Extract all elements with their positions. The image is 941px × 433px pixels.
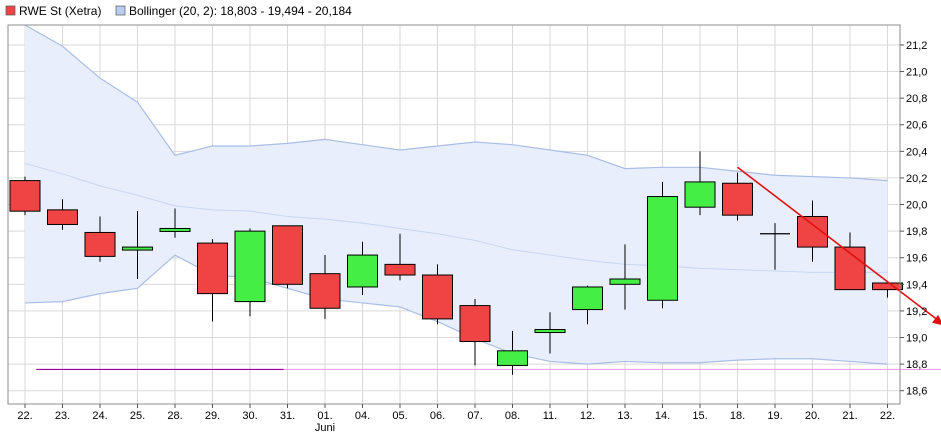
bollinger-band bbox=[24, 24, 888, 365]
trend-arrow bbox=[737, 166, 941, 325]
x-tick-label: 31. bbox=[280, 410, 295, 422]
candle-body bbox=[684, 181, 716, 208]
x-tick-label: 24. bbox=[92, 410, 107, 422]
candle-body bbox=[834, 246, 866, 291]
y-tick-label: 18,8 bbox=[906, 359, 927, 371]
y-tick-label: 18,6 bbox=[906, 386, 927, 398]
candle-body bbox=[534, 329, 566, 334]
candle-body bbox=[872, 282, 903, 291]
candle-body bbox=[197, 242, 228, 295]
bollinger-middle-line bbox=[24, 162, 888, 273]
y-tick-label: 19,6 bbox=[906, 253, 927, 265]
x-tick-label: 22. bbox=[17, 410, 32, 422]
x-tick-label: 19. bbox=[767, 410, 782, 422]
axes: 18,6 18,8 19,0 19,2 19,4 19,6 19,8 20,0 20,2 20,4… bbox=[7, 24, 927, 433]
candle-body bbox=[47, 209, 78, 225]
candle-body bbox=[159, 227, 191, 232]
legend-label: Bollinger (20, 2): 18,803 - 19,494 - 20,… bbox=[129, 4, 352, 18]
x-tick-label: 30. bbox=[242, 410, 257, 422]
candle-body bbox=[272, 225, 303, 285]
y-tick-label: 19,0 bbox=[906, 333, 927, 345]
x-tick-label: 18. bbox=[730, 410, 745, 422]
y-tick-label: 21,2 bbox=[906, 40, 927, 52]
x-tick-label: 06. bbox=[430, 410, 445, 422]
bollinger-lower-line bbox=[24, 254, 888, 365]
x-tick-label: 04. bbox=[355, 410, 370, 422]
x-tick-label: 05. bbox=[392, 410, 407, 422]
candle-body bbox=[459, 305, 491, 342]
x-tick-label: 11. bbox=[543, 410, 557, 422]
x-tick-label: 23. bbox=[55, 410, 70, 422]
x-tick-label: 12. bbox=[580, 410, 595, 422]
candle-body bbox=[9, 180, 41, 212]
x-tick-label: 15. bbox=[692, 410, 707, 422]
legend-label: RWE St (Xetra) bbox=[19, 4, 101, 18]
x-tick-label: 14. bbox=[655, 410, 670, 422]
y-tick-label: 21,0 bbox=[906, 67, 927, 79]
x-tick-label: 25. bbox=[130, 410, 145, 422]
y-tick-label: 20,0 bbox=[906, 200, 927, 212]
y-tick-label: 20,4 bbox=[906, 146, 927, 158]
candle-body bbox=[722, 182, 753, 216]
candle-body bbox=[647, 196, 678, 301]
x-tick-label: 29. bbox=[205, 410, 220, 422]
y-tick-label: 19,2 bbox=[906, 306, 927, 318]
candle-body bbox=[84, 231, 116, 257]
y-tick-label: 20,6 bbox=[906, 120, 927, 132]
y-tick-label: 20,2 bbox=[906, 173, 927, 185]
trend-arrow-line bbox=[737, 166, 939, 321]
candle-body bbox=[497, 350, 528, 366]
candle-body bbox=[572, 286, 603, 311]
candle-body bbox=[309, 273, 341, 309]
x-tick-label: 28. bbox=[167, 410, 182, 422]
y-tick-label: 19,8 bbox=[906, 226, 927, 238]
candles bbox=[9, 151, 903, 375]
x-tick-label: 13. bbox=[617, 410, 632, 422]
x-tick-label: 21. bbox=[842, 410, 857, 422]
legend: RWE St (Xetra) Bollinger (20, 2): 18,803 … bbox=[5, 4, 352, 18]
candle-body bbox=[347, 254, 378, 288]
legend-swatch bbox=[115, 5, 126, 16]
trend-arrow-head bbox=[931, 314, 941, 325]
x-tick-label: 08. bbox=[505, 410, 520, 422]
candle-body bbox=[234, 230, 266, 303]
x-tick-label: 07. bbox=[467, 410, 482, 422]
y-tick-label: 20,8 bbox=[906, 93, 927, 105]
x-tick-label: 22. bbox=[880, 410, 895, 422]
x-tick-label: 01. bbox=[317, 410, 332, 422]
y-tick-label: 19,4 bbox=[906, 279, 927, 291]
bollinger-fill bbox=[25, 25, 888, 365]
candle-body bbox=[384, 263, 416, 276]
legend-swatch bbox=[5, 5, 16, 16]
candle-body bbox=[422, 274, 453, 320]
month-label: Juni bbox=[315, 422, 335, 433]
candle-body bbox=[122, 246, 153, 251]
x-tick-label: 20. bbox=[805, 410, 820, 422]
plot-border bbox=[7, 24, 901, 405]
candle-body bbox=[609, 278, 641, 285]
